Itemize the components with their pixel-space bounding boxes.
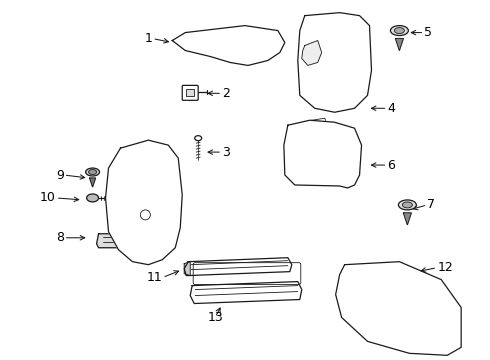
- Polygon shape: [190, 282, 302, 303]
- Polygon shape: [312, 118, 328, 127]
- Text: 9: 9: [56, 168, 64, 181]
- Ellipse shape: [87, 194, 98, 202]
- Polygon shape: [302, 41, 322, 66]
- Polygon shape: [403, 213, 412, 225]
- Text: 12: 12: [437, 261, 453, 274]
- Text: 4: 4: [388, 102, 395, 115]
- Polygon shape: [184, 262, 190, 276]
- Ellipse shape: [402, 202, 413, 208]
- Text: 8: 8: [56, 231, 64, 244]
- Ellipse shape: [86, 168, 99, 176]
- Polygon shape: [172, 26, 285, 66]
- Ellipse shape: [89, 170, 97, 175]
- Text: 1: 1: [145, 32, 152, 45]
- Text: 6: 6: [388, 158, 395, 172]
- Text: 3: 3: [222, 145, 230, 159]
- Ellipse shape: [195, 136, 202, 141]
- Text: 2: 2: [222, 87, 230, 100]
- Polygon shape: [184, 258, 292, 276]
- Text: 11: 11: [147, 271, 162, 284]
- Bar: [186, 89, 194, 96]
- Text: 7: 7: [427, 198, 435, 211]
- Circle shape: [141, 210, 150, 220]
- Ellipse shape: [398, 200, 416, 210]
- Polygon shape: [298, 13, 371, 112]
- Polygon shape: [336, 262, 461, 355]
- Text: 13: 13: [207, 311, 223, 324]
- Polygon shape: [90, 178, 96, 187]
- Polygon shape: [105, 140, 182, 265]
- Polygon shape: [97, 234, 124, 248]
- Polygon shape: [284, 120, 362, 188]
- Ellipse shape: [391, 26, 408, 36]
- Ellipse shape: [394, 28, 404, 33]
- Text: 5: 5: [424, 26, 432, 39]
- Text: 10: 10: [40, 192, 56, 204]
- Polygon shape: [395, 39, 403, 50]
- FancyBboxPatch shape: [182, 85, 198, 100]
